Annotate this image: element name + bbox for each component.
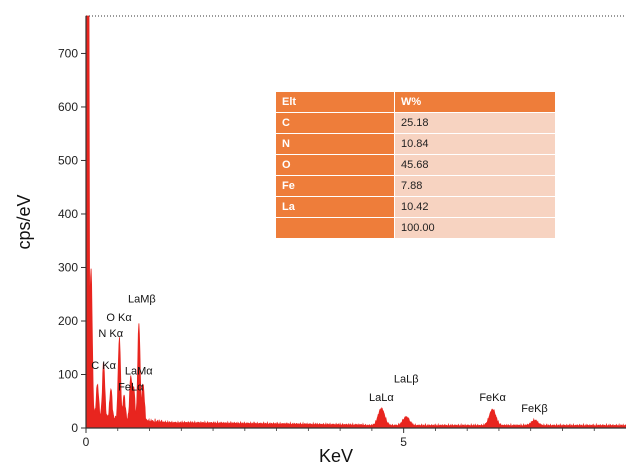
table-row-total: 100.00 [276,217,556,239]
y-tick-label: 200 [58,314,78,328]
peak-label: LaLβ [394,374,419,386]
weight-cell: 25.18 [394,112,556,134]
table-row: C 25.18 [276,112,556,134]
element-cell: La [276,196,395,218]
element-cell: Fe [276,175,395,197]
y-tick-label: 400 [58,207,78,221]
composition-table: Elt W% C 25.18 N 10.84 O 45.68 Fe 7.88 La 10.… [276,92,556,239]
x-axis-title: KeV [319,446,353,465]
weight-cell: 10.84 [394,133,556,155]
table-row: O 45.68 [276,154,556,176]
element-cell: C [276,112,395,134]
x-tick-label: 0 [83,435,90,449]
table-row: N 10.84 [276,133,556,155]
table-row: Fe 7.88 [276,175,556,197]
y-tick-label: 100 [58,367,78,381]
weight-cell: 45.68 [394,154,556,176]
peak-label: LaLα [369,392,394,404]
y-tick-label: 300 [58,260,78,274]
peak-label: FeKβ [521,403,548,415]
peak-label: LaMα [125,365,153,377]
peak-label: C Kα [91,360,116,372]
peak-label: N Kα [98,328,123,340]
weight-cell: 10.42 [394,196,556,218]
y-tick-label: 600 [58,100,78,114]
peak-label: O Kα [106,312,132,324]
weight-cell: 7.88 [394,175,556,197]
y-tick-label: 0 [71,421,78,435]
header-elt: Elt [276,92,395,113]
y-axis-title: cps/eV [14,194,34,249]
table-header-row: Elt W% [276,92,556,113]
table-row: La 10.42 [276,196,556,218]
element-cell: N [276,133,395,155]
peak-label: FeKα [479,392,506,404]
spectrum-area [85,15,626,429]
x-tick-label: 5 [400,435,407,449]
axes: 0 100 200 300 400 500 600 700 0 5 [58,15,626,449]
total-weight-cell: 100.00 [394,217,556,239]
peak-label: LaMβ [128,293,156,305]
y-tick-label: 500 [58,153,78,167]
header-wt: W% [394,92,556,113]
peak-label: FeLα [118,382,144,394]
element-cell: O [276,154,395,176]
element-cell [276,217,395,239]
spectrum-series [85,15,626,429]
y-tick-label: 700 [58,46,78,60]
